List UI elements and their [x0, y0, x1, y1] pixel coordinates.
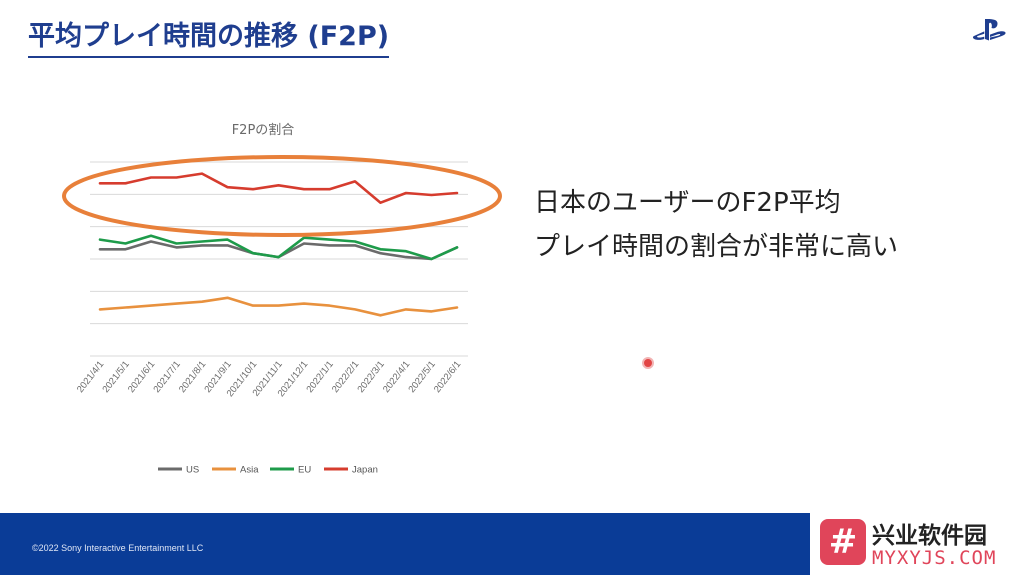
watermark-en-text: MYXYJS.COM [872, 547, 997, 569]
pointer-dot [642, 357, 654, 369]
watermark-cn-text: 兴业软件园 [872, 523, 987, 549]
series-line-eu [98, 234, 459, 261]
f2p-line-chart: F2Pの割合 2021/4/12021/5/12021/6/12021/7/12… [62, 122, 502, 476]
japan-highlight-ellipse [62, 155, 502, 237]
legend-label-us: US [186, 465, 199, 476]
watermark-hash-icon: # [820, 519, 866, 565]
chart-title: F2Pの割合 [232, 122, 295, 138]
series-line-asia [98, 296, 459, 317]
chart-gridlines [90, 161, 468, 357]
slide-title: 平均プレイ時間の推移 (F2P) [28, 20, 390, 58]
series-line-japan [98, 172, 459, 204]
legend-label-asia: Asia [240, 465, 259, 476]
legend-label-japan: Japan [352, 465, 378, 476]
chart-series-lines [98, 172, 459, 317]
callout-line-1: 日本のユーザーのF2P平均 [534, 188, 841, 218]
chart-legend: US Asia EU Japan [158, 465, 378, 476]
footer-bar: ©2022 Sony Interactive Entertainment LLC [0, 513, 810, 575]
callout-line-2: プレイ時間の割合が非常に高い [534, 232, 899, 262]
watermark: # 兴业软件园 MYXYJS.COM [810, 513, 1024, 575]
copyright-text: ©2022 Sony Interactive Entertainment LLC [32, 543, 204, 553]
playstation-logo-icon [972, 18, 1006, 41]
x-tick-label: 2022/6/1 [432, 359, 463, 395]
legend-label-eu: EU [298, 465, 311, 476]
chart-x-axis-labels: 2021/4/12021/5/12021/6/12021/7/12021/8/1… [75, 359, 463, 399]
